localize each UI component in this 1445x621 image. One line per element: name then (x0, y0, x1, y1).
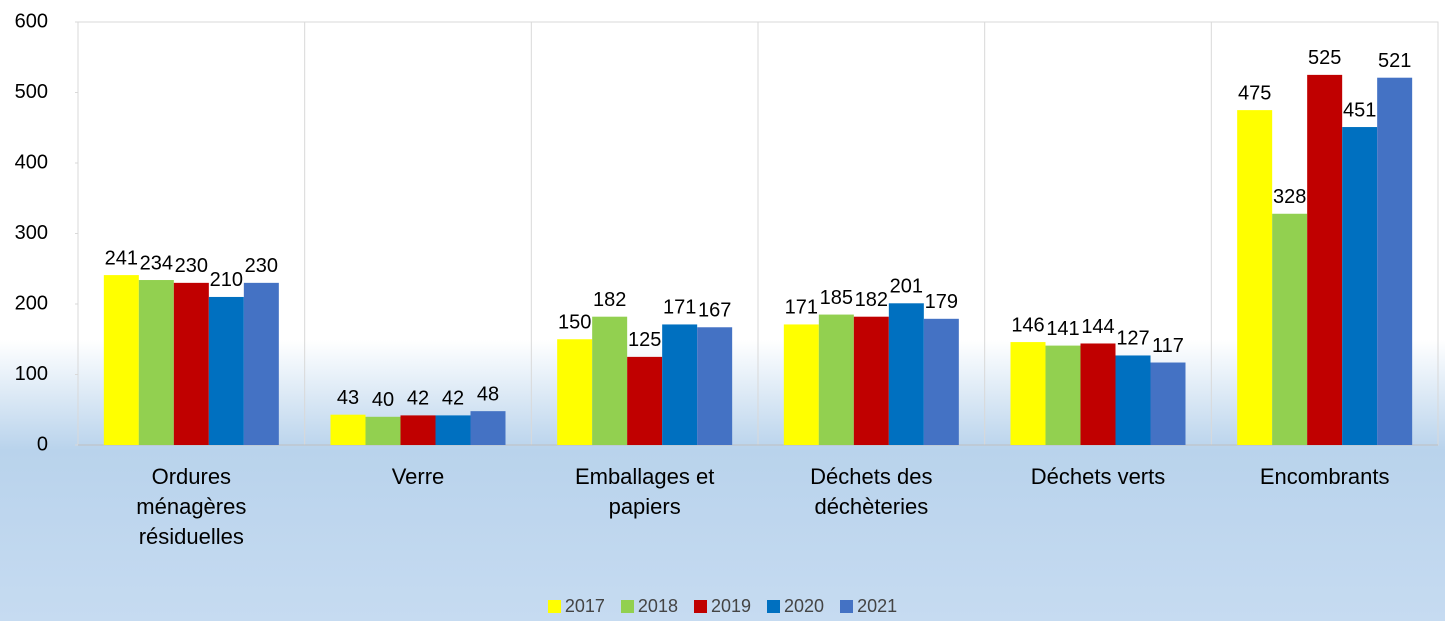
x-tick-label: Emballages et papiers (574, 464, 715, 519)
bar (1272, 213, 1308, 445)
bar (662, 324, 698, 445)
bar (243, 282, 279, 445)
bar (1045, 345, 1081, 445)
value-label: 234 (140, 252, 173, 274)
legend-label: 2017 (564, 596, 605, 616)
bar (923, 318, 959, 445)
value-label: 475 (1238, 82, 1271, 104)
value-label: 182 (593, 289, 626, 311)
bar (853, 316, 889, 445)
value-label: 150 (558, 312, 591, 334)
x-tick-label: Déchets des déchèteries (810, 464, 933, 519)
value-label: 525 (1308, 47, 1341, 69)
legend-item: 2021 (840, 596, 897, 617)
y-tick-label: 0 (37, 433, 48, 455)
y-tick-label: 500 (15, 81, 48, 103)
bar (330, 414, 366, 445)
value-label: 171 (785, 297, 818, 319)
value-label: 125 (628, 329, 661, 351)
value-label: 185 (820, 287, 853, 309)
legend-label: 2020 (784, 596, 825, 616)
value-label: 42 (407, 388, 429, 410)
bar (1010, 342, 1046, 445)
value-label: 521 (1378, 50, 1411, 72)
bar (173, 282, 209, 445)
bar (697, 327, 733, 445)
y-tick-label: 300 (15, 222, 48, 244)
value-label: 144 (1081, 316, 1114, 338)
bar (1307, 74, 1343, 445)
value-label: 241 (105, 247, 138, 269)
value-label: 201 (890, 276, 923, 298)
value-label: 230 (175, 255, 208, 277)
value-label: 210 (210, 269, 243, 291)
legend-label: 2021 (857, 596, 898, 616)
value-label: 117 (1152, 335, 1184, 357)
bar (400, 415, 436, 445)
value-label: 40 (372, 389, 394, 411)
value-label: 182 (855, 289, 888, 311)
legend-swatch (840, 600, 854, 613)
bar (138, 280, 174, 445)
value-label: 127 (1116, 328, 1149, 350)
legend-item: 2018 (620, 596, 678, 617)
bar (435, 415, 471, 445)
bar (365, 416, 401, 445)
bar (1115, 355, 1151, 445)
y-tick-label: 100 (15, 363, 48, 385)
y-tick-label: 600 (15, 10, 48, 32)
value-label: 171 (663, 297, 696, 319)
bar (103, 275, 139, 445)
value-label: 167 (698, 300, 731, 322)
legend-swatch (767, 600, 781, 613)
value-label: 48 (477, 383, 499, 405)
value-label: 230 (245, 255, 278, 277)
x-tick-label: Déchets verts (1030, 464, 1166, 489)
legend: 2017 2018 2019 2020 2021 (0, 596, 1445, 617)
bar (627, 356, 663, 445)
legend-label: 2019 (710, 596, 752, 616)
value-label: 328 (1273, 186, 1306, 208)
value-label: 179 (925, 291, 958, 313)
legend-swatch (620, 600, 634, 613)
value-label: 141 (1046, 318, 1079, 340)
bar (470, 411, 506, 445)
legend-item: 2020 (767, 596, 824, 617)
legend-item: 2019 (693, 596, 752, 617)
value-label: 42 (442, 388, 464, 410)
bar (208, 296, 244, 445)
bar (1342, 127, 1378, 446)
x-tick-label: Verre (391, 464, 445, 489)
bar (557, 339, 593, 445)
bar (783, 324, 819, 445)
bar (1377, 77, 1413, 445)
bar (1237, 110, 1273, 445)
legend-label: 2018 (637, 596, 678, 616)
y-tick-label: 400 (15, 151, 48, 173)
value-label: 451 (1343, 99, 1376, 121)
bar (888, 303, 924, 445)
bar (592, 316, 628, 445)
y-tick-label: 200 (15, 292, 48, 314)
value-label: 43 (337, 387, 359, 409)
legend-item: 2017 (547, 596, 605, 617)
x-tick-label: Encombrants (1259, 464, 1390, 489)
legend-swatch (693, 600, 707, 613)
legend-swatch (547, 600, 561, 613)
value-label: 146 (1011, 314, 1044, 336)
bar (818, 314, 854, 445)
bar (1150, 362, 1186, 445)
bar (1080, 343, 1116, 445)
x-tick-label: Ordures ménagères résiduelles (136, 464, 247, 549)
